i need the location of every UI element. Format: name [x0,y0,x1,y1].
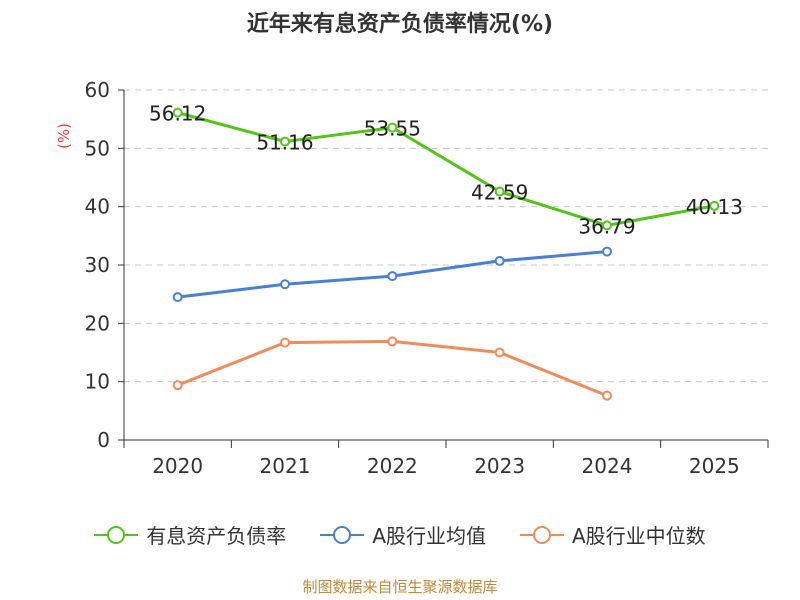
data-point [172,380,183,391]
legend: 有息资产负债率 A股行业均值 A股行业中位数 [0,520,800,549]
data-point [280,136,290,147]
data-point [387,271,398,282]
legend-item-interest-debt-ratio[interactable]: 有息资产负债率 [94,520,286,549]
data-point [494,347,505,358]
series-line [177,339,608,398]
data-point [709,200,720,211]
data-point [602,246,612,257]
legend-label: A股行业中位数 [572,524,706,548]
data-point [494,186,505,197]
data-label: 36.79 [578,214,635,238]
legend-item-industry-mean[interactable]: A股行业均值 [320,520,486,549]
data-point [172,292,183,303]
y-tick-label: 30 [85,253,110,277]
data-label: 42.59 [471,181,528,205]
data-point [387,122,398,133]
data-point [387,336,398,347]
legend-marker-icon [94,525,139,544]
legend-label: A股行业均值 [372,524,486,548]
y-tick-label: 10 [85,370,110,394]
x-tick-label: 2020 [152,454,203,478]
data-point [602,390,612,401]
legend-marker-icon [320,525,365,544]
x-tick-label: 2021 [260,454,311,478]
data-label: 53.55 [364,117,421,141]
legend-item-industry-median[interactable]: A股行业中位数 [520,520,706,549]
x-tick-label: 2024 [582,454,633,478]
data-label: 56.12 [149,102,206,126]
x-tick-label: 2023 [474,454,525,478]
x-tick-label: 2025 [689,454,740,478]
y-tick-label: 40 [85,195,110,219]
data-label: 40.13 [686,195,743,219]
y-tick-label: 20 [85,311,110,335]
y-tick-label: 0 [97,428,110,452]
legend-marker-icon [520,525,564,544]
data-point [280,279,290,290]
y-tick-label: 50 [85,136,110,160]
y-tick-label: 60 [85,78,110,102]
data-point [280,337,290,348]
data-point [494,255,505,266]
data-label: 51.16 [256,131,313,155]
data-source-note: 制图数据来自恒生聚源数据库 [302,578,498,596]
legend-label: 有息资产负债率 [146,524,287,548]
data-point [602,220,612,231]
chart-title: 近年来有息资产负债率情况(%) [246,12,554,37]
data-point [172,107,183,118]
x-tick-label: 2022 [367,454,418,478]
series-line [177,111,715,227]
